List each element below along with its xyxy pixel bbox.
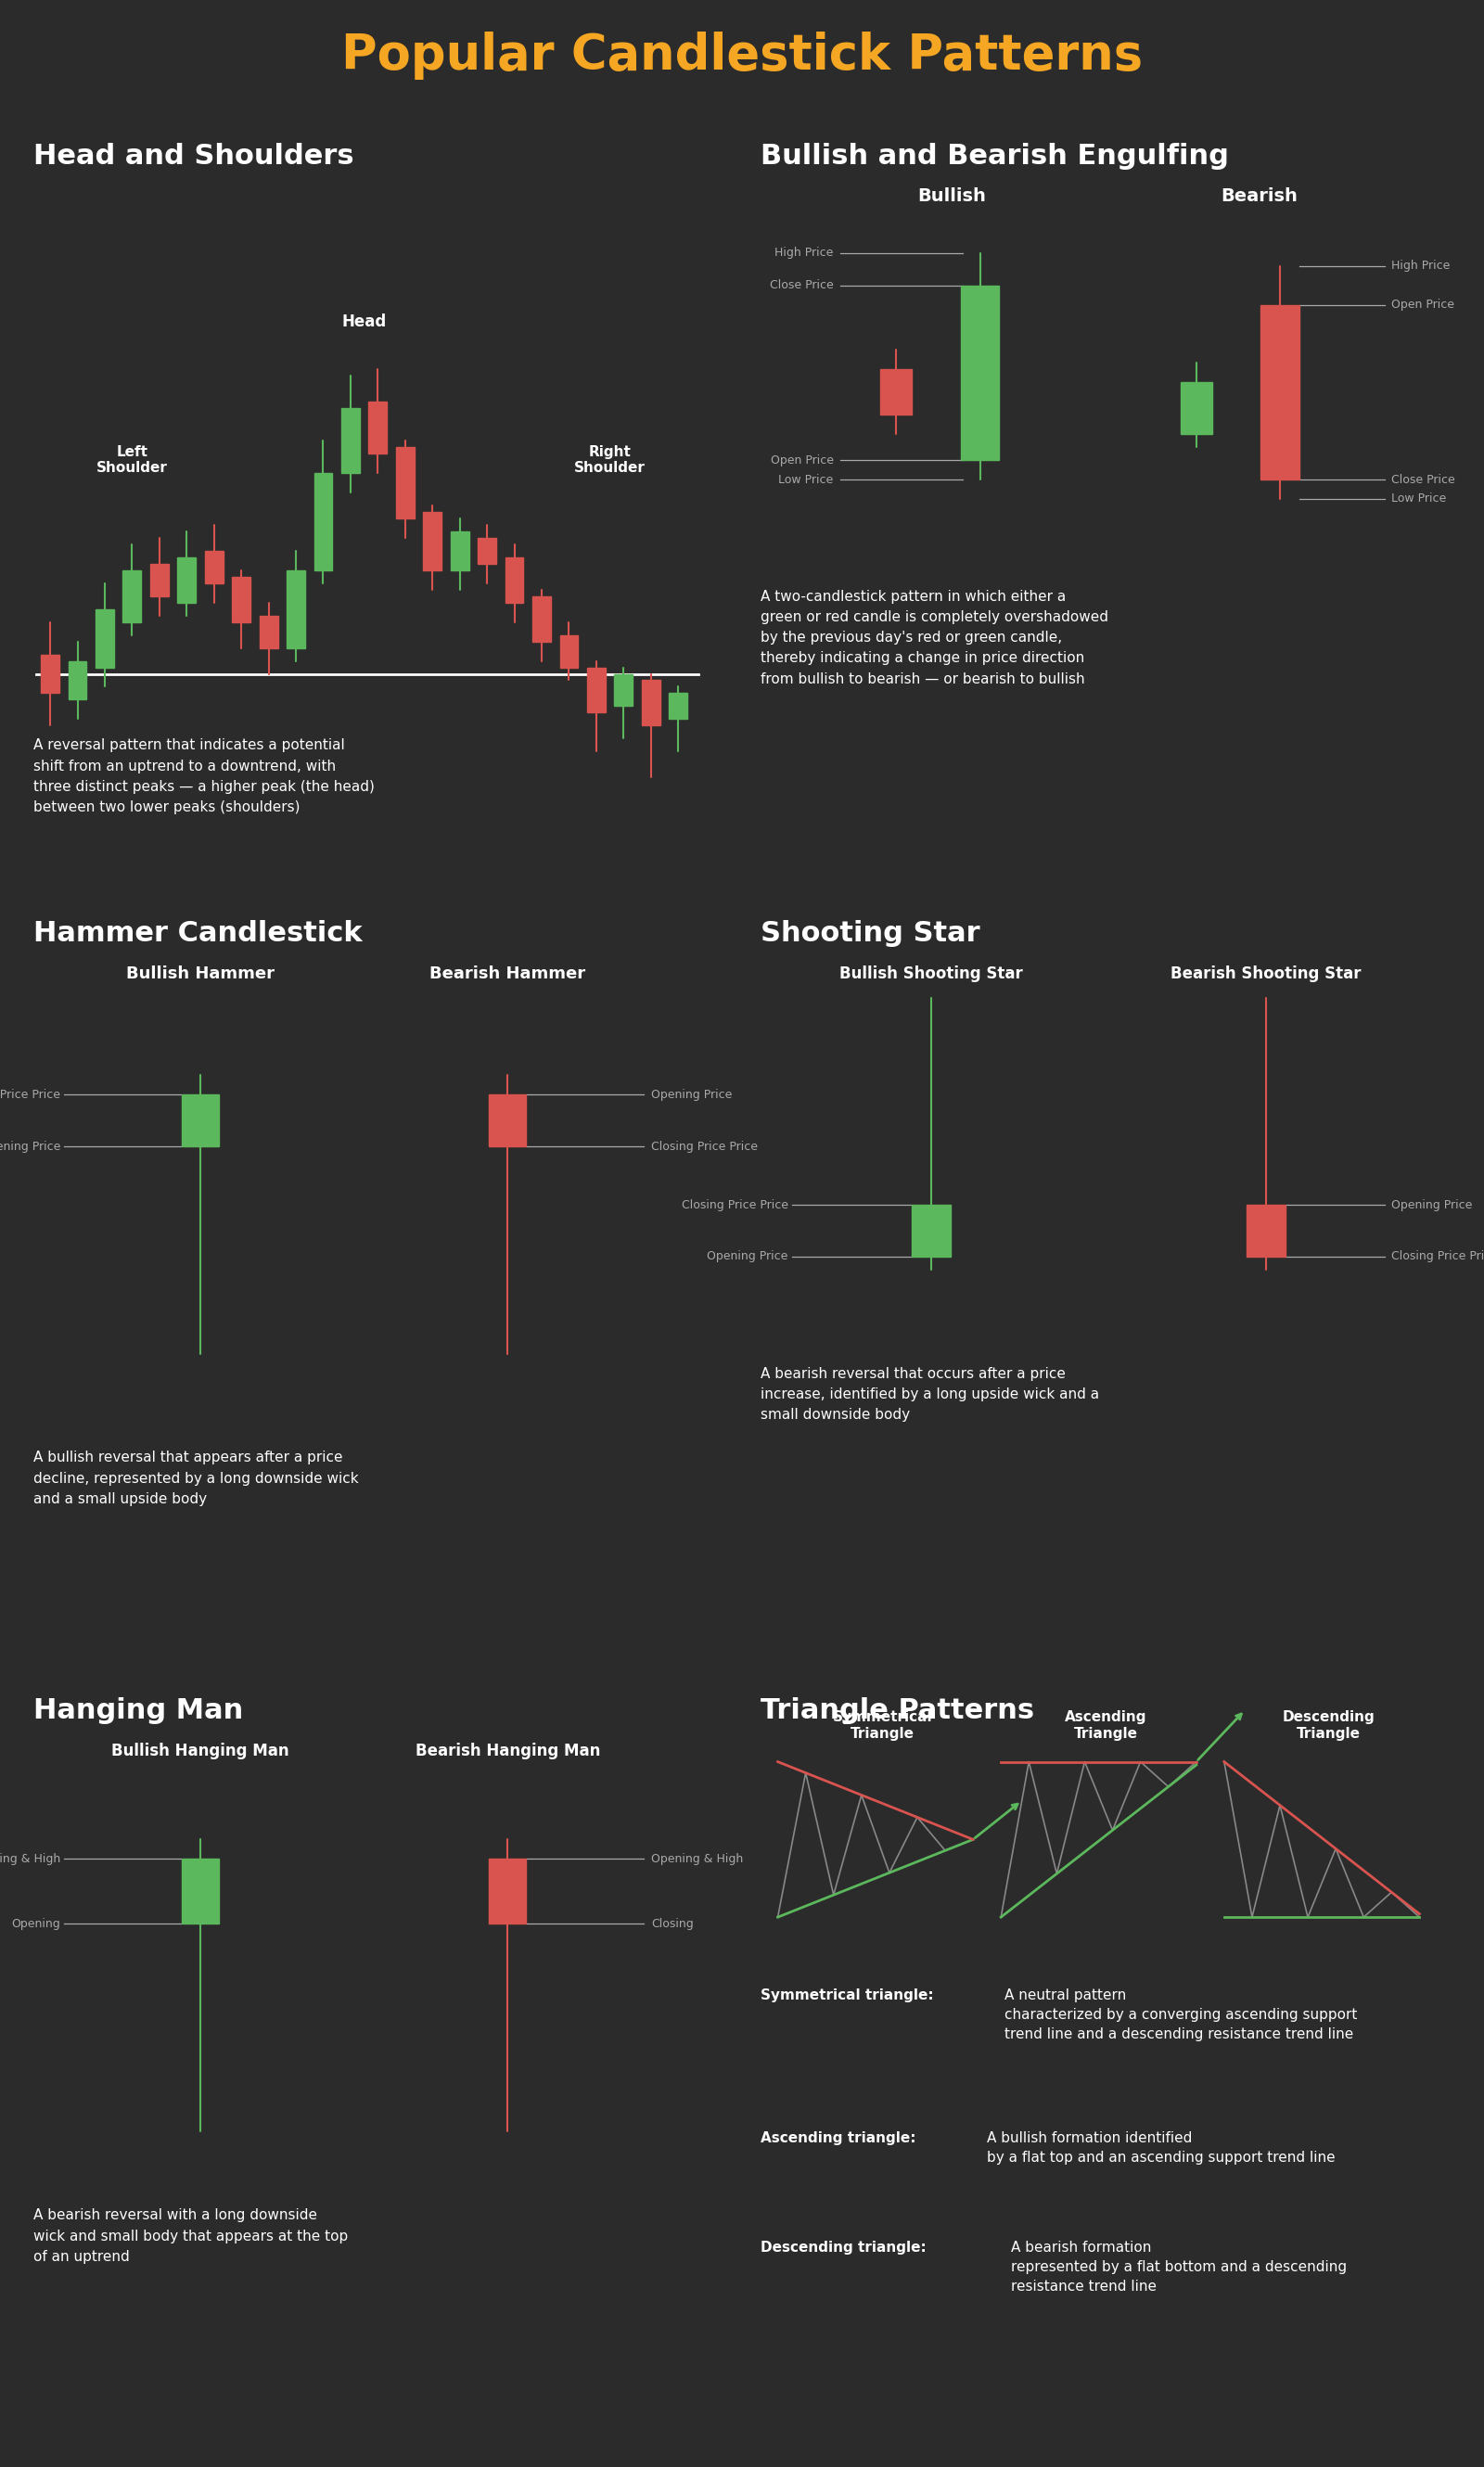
Text: Open Price: Open Price	[770, 454, 834, 466]
Bar	[669, 693, 687, 718]
Bar	[960, 286, 999, 459]
Bar	[68, 661, 86, 701]
Text: Bearish Shooting Star: Bearish Shooting Star	[1171, 965, 1361, 982]
Bar	[488, 1860, 527, 1924]
Bar	[178, 558, 196, 602]
Text: Opening & High: Opening & High	[651, 1853, 743, 1865]
Bar	[205, 550, 223, 582]
Text: Closing & High: Closing & High	[0, 1853, 61, 1865]
Text: Low Price: Low Price	[1392, 493, 1447, 506]
Text: Bullish: Bullish	[919, 187, 987, 205]
Text: Bearish Hammer: Bearish Hammer	[429, 965, 586, 982]
Text: Bullish Shooting Star: Bullish Shooting Star	[840, 965, 1022, 982]
Bar	[641, 681, 660, 725]
Text: Ascending
Triangle: Ascending Triangle	[1064, 1710, 1147, 1742]
Text: A bearish reversal that occurs after a price
increase, identified by a long upsi: A bearish reversal that occurs after a p…	[760, 1367, 1100, 1421]
Text: A two-candlestick pattern in which either a
green or red candle is completely ov: A two-candlestick pattern in which eithe…	[760, 590, 1109, 686]
Bar	[95, 609, 114, 666]
Bar	[880, 370, 913, 414]
Text: Head and Shoulders: Head and Shoulders	[33, 143, 353, 170]
Bar	[123, 570, 141, 622]
Text: Head: Head	[341, 313, 386, 331]
Text: Hanging Man: Hanging Man	[33, 1697, 243, 1724]
Text: Ascending triangle:: Ascending triangle:	[760, 2131, 916, 2144]
Bar	[1181, 382, 1212, 434]
Bar	[286, 570, 306, 649]
Bar	[423, 511, 442, 570]
Bar	[533, 597, 551, 641]
Text: Closing: Closing	[651, 1917, 693, 1929]
Text: Symmetrical triangle:: Symmetrical triangle:	[760, 1988, 933, 2003]
Text: Opening Price: Opening Price	[1392, 1199, 1472, 1211]
Bar	[150, 562, 169, 597]
Text: A reversal pattern that indicates a potential
shift from an uptrend to a downtre: A reversal pattern that indicates a pote…	[33, 738, 374, 814]
Text: Triangle Patterns: Triangle Patterns	[760, 1697, 1034, 1724]
Text: High Price: High Price	[775, 247, 834, 259]
Bar	[559, 634, 579, 666]
Text: Closing Price Price: Closing Price Price	[681, 1199, 788, 1211]
Text: Symmetrical
Triangle: Symmetrical Triangle	[833, 1710, 932, 1742]
Bar	[232, 577, 251, 622]
Text: A bullish reversal that appears after a price
decline, represented by a long dow: A bullish reversal that appears after a …	[33, 1451, 358, 1505]
Bar	[614, 673, 632, 706]
Bar	[42, 654, 59, 693]
Text: Opening Price: Opening Price	[0, 1140, 61, 1152]
Text: A bullish formation identified
by a flat top and an ascending support trend line: A bullish formation identified by a flat…	[987, 2131, 1336, 2164]
Text: Closing Price Price: Closing Price Price	[651, 1140, 757, 1152]
Bar	[913, 1204, 950, 1256]
Text: Left
Shoulder: Left Shoulder	[96, 444, 168, 476]
Text: Hammer Candlestick: Hammer Candlestick	[33, 920, 362, 947]
Text: Opening Price: Opening Price	[651, 1088, 732, 1100]
Text: Right
Shoulder: Right Shoulder	[574, 444, 646, 476]
Bar	[451, 530, 469, 570]
Bar	[315, 474, 332, 570]
Text: Closing Price Price: Closing Price Price	[0, 1088, 61, 1100]
Bar	[478, 538, 496, 562]
Text: A neutral pattern
characterized by a converging ascending support
trend line and: A neutral pattern characterized by a con…	[1005, 1988, 1358, 2040]
Bar	[396, 447, 414, 518]
Bar	[368, 402, 387, 454]
Bar	[341, 407, 359, 474]
Text: Bullish and Bearish Engulfing: Bullish and Bearish Engulfing	[760, 143, 1229, 170]
Text: Bearish: Bearish	[1221, 187, 1297, 205]
Text: Shooting Star: Shooting Star	[760, 920, 979, 947]
Bar	[488, 1095, 527, 1147]
Bar	[588, 666, 605, 713]
Bar	[1247, 1204, 1285, 1256]
Bar	[181, 1095, 220, 1147]
Text: Opening: Opening	[12, 1917, 61, 1929]
Text: Open Price: Open Price	[1392, 299, 1454, 311]
Text: Close Price: Close Price	[770, 279, 834, 291]
Bar	[260, 614, 278, 649]
Bar	[181, 1860, 220, 1924]
Text: Bullish Hammer: Bullish Hammer	[126, 965, 275, 982]
Text: Descending
Triangle: Descending Triangle	[1282, 1710, 1376, 1742]
Text: A bearish reversal with a long downside
wick and small body that appears at the : A bearish reversal with a long downside …	[33, 2208, 347, 2265]
Text: Bearish Hanging Man: Bearish Hanging Man	[416, 1742, 600, 1759]
Bar	[1261, 306, 1298, 479]
Text: Popular Candlestick Patterns: Popular Candlestick Patterns	[341, 32, 1143, 79]
Bar	[505, 558, 524, 602]
Text: Low Price: Low Price	[779, 474, 834, 486]
Text: Close Price: Close Price	[1392, 474, 1456, 486]
Text: Closing Price Price: Closing Price Price	[1392, 1251, 1484, 1263]
Text: Bullish Hanging Man: Bullish Hanging Man	[111, 1742, 289, 1759]
Text: Descending triangle:: Descending triangle:	[760, 2240, 926, 2255]
Text: A bearish formation
represented by a flat bottom and a descending
resistance tre: A bearish formation represented by a fla…	[1012, 2240, 1347, 2294]
Text: High Price: High Price	[1392, 259, 1450, 271]
Text: Opening Price: Opening Price	[708, 1251, 788, 1263]
